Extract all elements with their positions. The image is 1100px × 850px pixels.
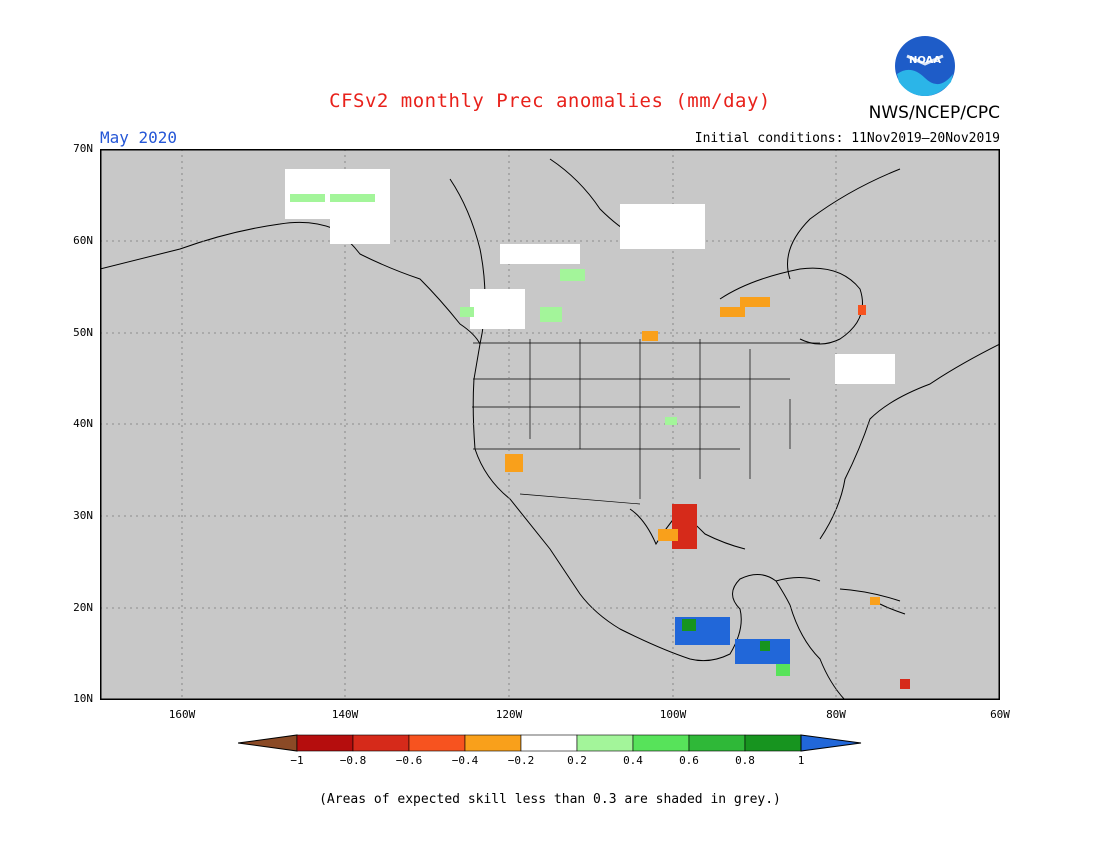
anomaly-cell xyxy=(672,504,697,549)
colorbar-segment xyxy=(576,734,634,752)
lat-label: 60N xyxy=(73,234,93,247)
anomaly-cell xyxy=(720,307,745,317)
map-title: CFSv2 monthly Prec anomalies (mm/day) xyxy=(329,90,771,112)
colorbar-label: −0.2 xyxy=(507,754,535,767)
anomaly-cell xyxy=(500,244,580,264)
anomaly-cell xyxy=(665,417,677,425)
map-area xyxy=(100,149,1000,700)
colorbar-segment xyxy=(520,734,578,752)
anomaly-cell xyxy=(760,641,770,651)
anomaly-cell xyxy=(460,307,474,317)
colorbar-label: −0.8 xyxy=(339,754,367,767)
coastline xyxy=(100,158,1000,700)
anomaly-cell xyxy=(870,597,880,605)
anomaly-cell xyxy=(620,204,705,249)
lat-label: 30N xyxy=(73,509,93,522)
anomaly-cell xyxy=(290,194,325,202)
initial-conditions: Initial conditions: 11Nov2019–20Nov2019 xyxy=(694,131,1000,146)
lon-label: 120W xyxy=(495,708,523,721)
anomaly-cell xyxy=(900,679,910,689)
colorbar-label: −1 xyxy=(290,754,304,767)
colorbar-segment xyxy=(352,734,410,752)
lat-label: 10N xyxy=(73,692,93,705)
anomaly-cell xyxy=(740,297,770,307)
anomaly-cell xyxy=(776,664,790,676)
map-frame xyxy=(100,149,1000,700)
colorbar-segment xyxy=(688,734,746,752)
noaa-logo: NOAA xyxy=(895,36,955,96)
colorbar-segment xyxy=(632,734,690,752)
anomaly-cell xyxy=(858,305,866,315)
anomaly-cell xyxy=(658,529,678,541)
lon-label: 80W xyxy=(826,708,846,721)
anomaly-cell xyxy=(642,331,658,341)
colorbar-label: −0.6 xyxy=(395,754,423,767)
agency-label: NWS/NCEP/CPC xyxy=(868,103,1000,123)
lon-label: 60W xyxy=(990,708,1010,721)
lon-label: 160W xyxy=(168,708,196,721)
colorbar-label: 0.8 xyxy=(735,754,755,767)
logo-text: NOAA xyxy=(909,55,941,66)
colorbar-arrow-right xyxy=(800,734,862,752)
forecast-month: May 2020 xyxy=(100,128,178,147)
anomaly-cells xyxy=(285,169,910,689)
colorbar-label: 0.6 xyxy=(679,754,699,767)
map-background xyxy=(100,149,1000,700)
lat-label: 40N xyxy=(73,417,93,430)
footnote: (Areas of expected skill less than 0.3 a… xyxy=(319,792,781,807)
colorbar-arrow-left xyxy=(238,734,298,752)
colorbar-label: 0.4 xyxy=(623,754,643,767)
anomaly-cell xyxy=(560,269,585,281)
colorbar-segment xyxy=(296,734,354,752)
anomaly-cell xyxy=(470,289,525,329)
anomaly-cell xyxy=(330,194,375,202)
colorbar xyxy=(238,734,862,752)
state-borders xyxy=(472,339,820,505)
colorbar-label: −0.4 xyxy=(451,754,479,767)
anomaly-cell xyxy=(835,354,895,384)
colorbar-segment xyxy=(744,734,802,752)
colorbar-label: 0.2 xyxy=(567,754,587,767)
colorbar-label: 1 xyxy=(797,754,805,767)
lon-label: 100W xyxy=(659,708,687,721)
anomaly-cell xyxy=(330,219,390,244)
lon-label: 140W xyxy=(331,708,359,721)
anomaly-cell xyxy=(540,307,562,322)
colorbar-segment xyxy=(464,734,522,752)
lat-label: 50N xyxy=(73,326,93,339)
lat-label: 70N xyxy=(73,142,93,155)
colorbar-segment xyxy=(408,734,466,752)
anomaly-cell xyxy=(505,454,523,472)
anomaly-cell xyxy=(682,619,696,631)
lat-label: 20N xyxy=(73,601,93,614)
